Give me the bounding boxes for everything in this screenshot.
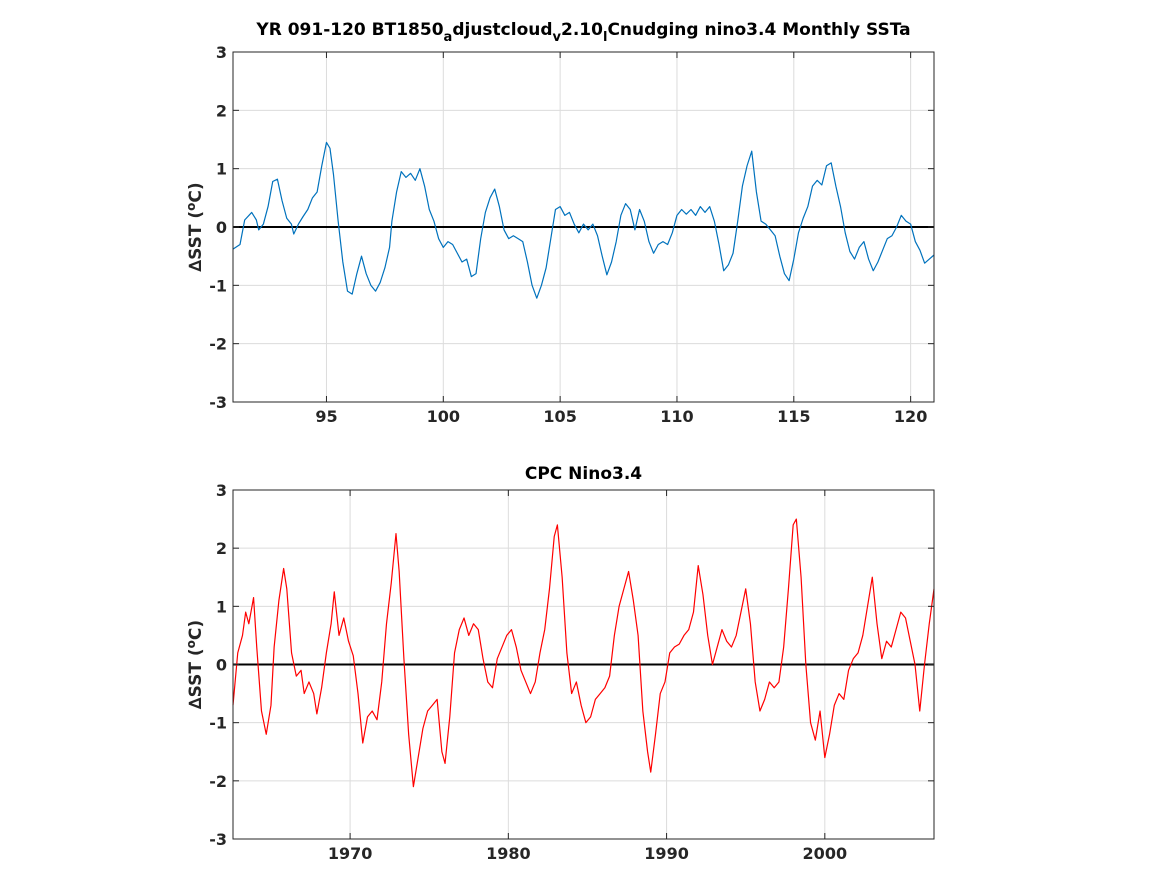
y-tick-label: -2 — [209, 772, 227, 791]
y-axis-label-part: o — [184, 640, 198, 648]
x-tick-label: 110 — [660, 407, 693, 426]
x-tick-label: 2000 — [803, 844, 848, 863]
chart-title-part: a — [444, 30, 453, 45]
y-axis-label-part: C) — [186, 182, 206, 202]
chart-title-part: CPC Nino3.4 — [525, 464, 642, 484]
bottom-cpc-nino34-chart: 1970 1980 1990 2000 -3 -2 -1 0 1 2 3 CPC Nino3.4 ∆SS… — [184, 464, 935, 863]
y-tick-label: 0 — [216, 656, 227, 675]
series-line — [232, 141, 935, 299]
chart-title-part: YR 091-120 BT1850 — [255, 20, 443, 40]
y-tick-label: 0 — [216, 218, 227, 237]
chart-title-part: l — [603, 30, 607, 45]
y-tick-label: 3 — [216, 43, 227, 62]
x-tick-label: 1990 — [644, 844, 689, 863]
y-tick-label: -1 — [209, 714, 227, 733]
y-tick-label: -3 — [209, 393, 227, 412]
y-tick-label: 1 — [216, 597, 227, 616]
x-tick-label: 120 — [894, 407, 927, 426]
y-tick-label: 1 — [216, 160, 227, 179]
chart-title-part: djustcloud — [452, 20, 552, 40]
y-tick-label: 2 — [216, 539, 227, 558]
chart-title: YR 091-120 BT1850adjustcloudv2.10lCnudgi… — [255, 20, 910, 45]
y-tick-label: -1 — [209, 276, 227, 295]
y-tick-label: 2 — [216, 101, 227, 120]
y-tick-label: 3 — [216, 481, 227, 500]
chart-title-part: 2.10 — [561, 20, 603, 40]
y-axis-label: ∆SST (oC) — [184, 620, 206, 709]
y-axis-label: ∆SST (oC) — [184, 182, 206, 271]
x-tick-label: 115 — [777, 407, 810, 426]
top-model-nino34-chart: 95 100 105 110 115 120 -3 -2 -1 0 1 2 3 YR 091-120 BT… — [184, 20, 935, 426]
x-tick-label: 1980 — [486, 844, 531, 863]
chart-title: CPC Nino3.4 — [525, 464, 642, 484]
y-axis-label-part: C) — [186, 620, 206, 640]
x-tick-label: 105 — [543, 407, 576, 426]
y-tick-label: -2 — [209, 335, 227, 354]
x-tick-label: 1970 — [328, 844, 373, 863]
y-tick-label: -3 — [209, 830, 227, 849]
x-tick-label: 100 — [427, 407, 460, 426]
y-axis-label-part: o — [184, 203, 198, 211]
x-tick-label: 95 — [315, 407, 337, 426]
series-line — [232, 518, 935, 788]
y-axis-label-part: ∆SST ( — [186, 211, 206, 272]
chart-title-part: Cnudging nino3.4 Monthly SSTa — [607, 20, 910, 40]
chart-title-part: v — [553, 30, 562, 45]
y-axis-label-part: ∆SST ( — [186, 648, 206, 709]
